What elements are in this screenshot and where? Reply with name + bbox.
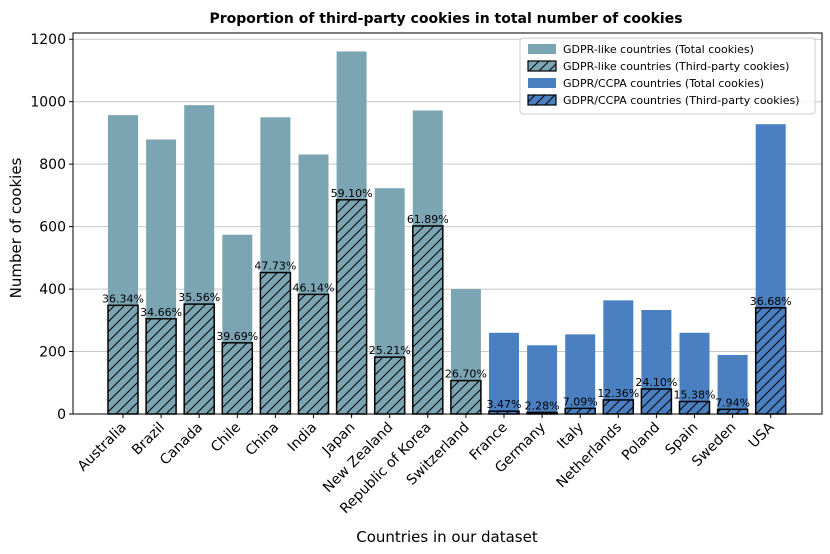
third-party-bar-hatch bbox=[145, 318, 177, 415]
y-tick-label: 200 bbox=[39, 345, 66, 361]
third-party-bar-hatch bbox=[335, 199, 368, 415]
third-party-bar-hatch bbox=[450, 379, 482, 415]
x-tick-label: India bbox=[285, 420, 321, 456]
percent-label: 35.56% bbox=[178, 291, 220, 304]
y-tick-label: 1000 bbox=[30, 95, 66, 111]
total-bar bbox=[603, 300, 634, 414]
third-party-bar-hatch bbox=[602, 399, 635, 415]
third-party-bar-hatch bbox=[640, 388, 673, 415]
x-tick-label: Canada bbox=[157, 420, 206, 469]
percent-label: 2.28% bbox=[525, 399, 560, 412]
third-party-bar-hatch bbox=[754, 307, 787, 415]
third-party-bar-hatch bbox=[412, 225, 444, 415]
third-party-bar-hatch bbox=[297, 293, 330, 415]
legend: GDPR-like countries (Total cookies) GDPR-… bbox=[519, 37, 816, 115]
percent-label: 12.36% bbox=[597, 387, 639, 400]
chart-title: Proportion of third-party cookies in tot… bbox=[209, 11, 682, 27]
percent-label: 24.10% bbox=[635, 376, 677, 389]
percent-label: 59.10% bbox=[331, 187, 373, 200]
y-tick-label: 0 bbox=[57, 407, 66, 423]
percent-label: 7.94% bbox=[715, 396, 750, 409]
total-bar bbox=[679, 332, 710, 414]
percent-label: 34.66% bbox=[140, 306, 182, 319]
legend-swatch bbox=[528, 78, 556, 88]
percent-label: 7.09% bbox=[563, 395, 598, 408]
percent-label: 47.73% bbox=[254, 260, 296, 273]
legend-label: GDPR-like countries (Total cookies) bbox=[563, 43, 754, 56]
third-party-bar-hatch bbox=[221, 342, 254, 415]
total-bar bbox=[565, 334, 596, 414]
third-party-bar-hatch bbox=[564, 407, 596, 415]
x-tick-label: USA bbox=[746, 419, 778, 451]
third-party-bar-hatch bbox=[183, 303, 215, 415]
third-party-bar-hatch bbox=[678, 400, 711, 415]
legend-swatch-hatch bbox=[527, 94, 557, 106]
third-party-bar-hatch bbox=[259, 271, 292, 415]
x-tick-label: China bbox=[243, 420, 283, 460]
percent-label: 26.70% bbox=[445, 368, 487, 381]
percent-label: 3.47% bbox=[487, 398, 522, 411]
y-tick-label: 1200 bbox=[30, 32, 66, 48]
bars: 36.34%34.66% 35.56% 39.69% 47.73% 46.14% 59.1… bbox=[102, 51, 792, 415]
percent-label: 15.38% bbox=[674, 389, 716, 402]
percent-label: 46.14% bbox=[293, 281, 335, 294]
y-tick-label: 800 bbox=[39, 157, 66, 173]
y-axis-label: Number of cookies bbox=[7, 157, 25, 298]
y-tick-label: 600 bbox=[39, 220, 66, 236]
third-party-bar-hatch bbox=[716, 408, 749, 415]
total-bar bbox=[489, 332, 519, 414]
x-axis-label: Countries in our dataset bbox=[356, 528, 538, 546]
x-tick-label: Poland bbox=[619, 420, 663, 464]
axes bbox=[72, 32, 823, 415]
third-party-bar-hatch bbox=[107, 304, 139, 415]
x-tick-label: Australia bbox=[75, 420, 130, 475]
legend-label: GDPR/CCPA countries (Total cookies) bbox=[563, 77, 764, 90]
percent-label: 39.69% bbox=[216, 330, 258, 343]
percent-label: 25.21% bbox=[369, 344, 411, 357]
x-tick-label: Italy bbox=[554, 420, 587, 453]
legend-swatch-hatch bbox=[527, 60, 557, 72]
legend-label: GDPR-like countries (Third-party cookies… bbox=[563, 60, 789, 73]
legend-label: GDPR/CCPA countries (Third-party cookies… bbox=[563, 94, 800, 107]
percent-label: 36.68% bbox=[750, 295, 792, 308]
legend-swatch bbox=[528, 44, 556, 54]
legend-frame bbox=[519, 37, 816, 115]
percent-label: 36.34% bbox=[102, 292, 144, 305]
total-bar bbox=[527, 345, 558, 414]
third-party-bar-hatch bbox=[373, 356, 406, 415]
plot-frame bbox=[72, 32, 823, 415]
y-tick-label: 400 bbox=[39, 282, 66, 298]
percent-label: 61.89% bbox=[407, 213, 449, 226]
y-ticks: 0 200 400 600 800 1000 1200 bbox=[30, 32, 73, 423]
x-tick-label: Chile bbox=[208, 420, 244, 456]
total-bar bbox=[717, 354, 748, 414]
